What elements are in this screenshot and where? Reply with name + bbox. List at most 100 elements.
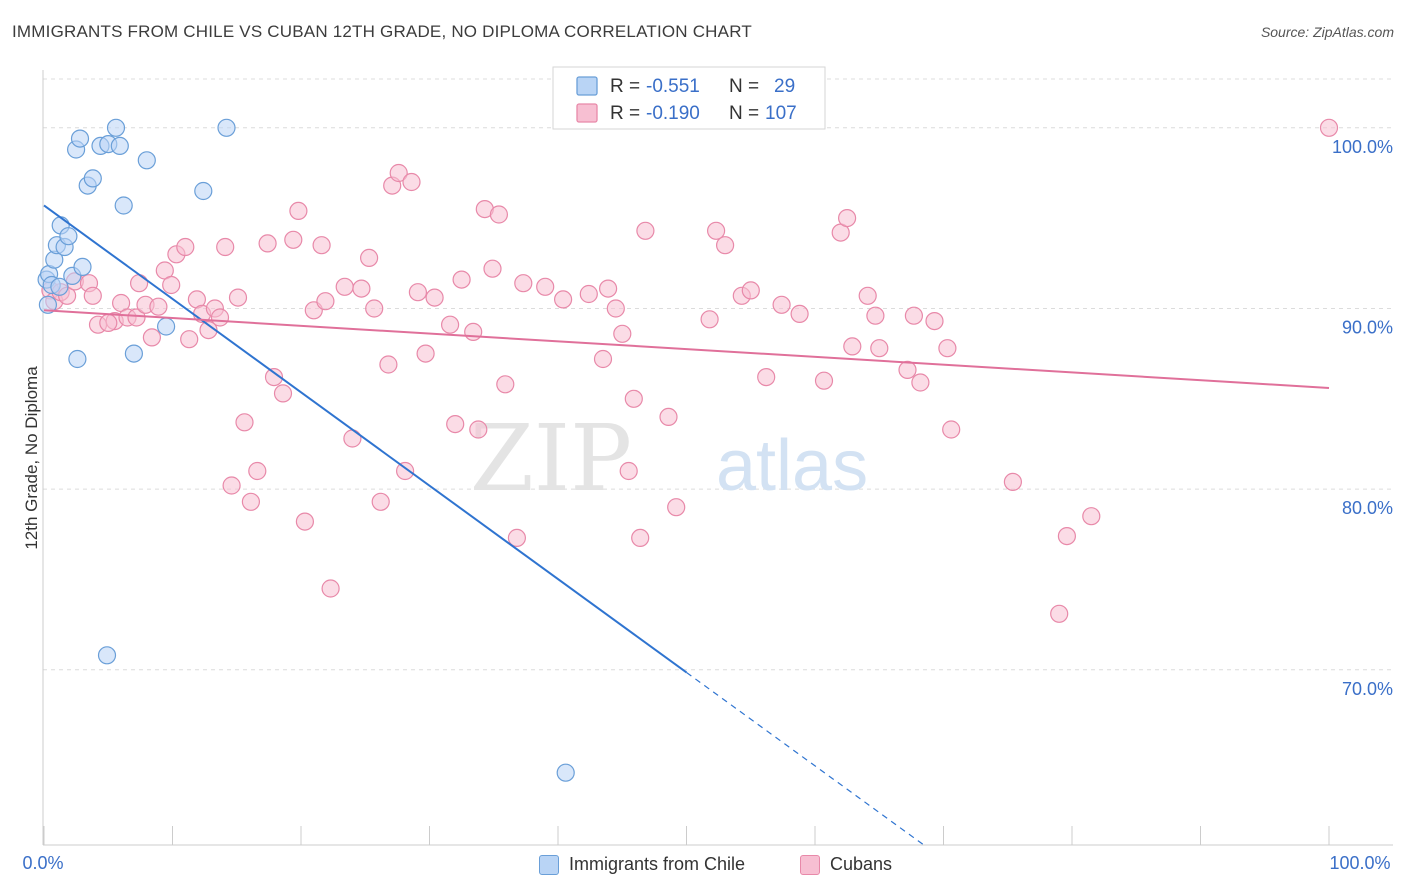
chile-point-24 bbox=[157, 317, 176, 336]
cuban-point-70 bbox=[593, 349, 613, 369]
cuban-point-69 bbox=[579, 284, 598, 304]
cuban-point-31 bbox=[248, 461, 267, 481]
cuban-point-11 bbox=[127, 308, 146, 327]
chile-point-21 bbox=[217, 118, 236, 137]
cuban-point-41 bbox=[321, 579, 340, 598]
cuban-point-85 bbox=[757, 368, 776, 387]
cuban-point-76 bbox=[631, 528, 650, 548]
cuban-point-28 bbox=[228, 288, 248, 307]
y-tick-label-70: 70.0% bbox=[1342, 679, 1393, 699]
cuban-point-6 bbox=[83, 286, 102, 305]
cuban-point-88 bbox=[814, 371, 834, 390]
cuban-point-55 bbox=[425, 288, 444, 307]
cuban-point-74 bbox=[619, 461, 638, 481]
cuban-point-66 bbox=[514, 274, 533, 293]
source-label: Source: ZipAtlas.com bbox=[1260, 24, 1394, 40]
watermark-atlas: atlas bbox=[716, 426, 868, 506]
cuban-point-14 bbox=[142, 328, 161, 347]
legend-swatch-cuban-bottom bbox=[800, 854, 820, 875]
cuban-point-91 bbox=[843, 337, 862, 356]
axes bbox=[42, 70, 1393, 846]
cuban-point-42 bbox=[335, 277, 354, 296]
legend-n-label-chile: N = bbox=[729, 76, 759, 97]
cuban-point-54 bbox=[416, 344, 435, 363]
chile-point-23 bbox=[124, 344, 143, 363]
chile-point-7 bbox=[59, 227, 78, 246]
chile-point-9 bbox=[73, 257, 92, 276]
cuban-point-17 bbox=[162, 275, 181, 295]
cuban-point-93 bbox=[866, 306, 885, 325]
chile-point-17 bbox=[110, 136, 129, 155]
legend-swatch-cuban bbox=[576, 103, 598, 123]
legend-item-chile: Immigrants from Chile bbox=[539, 854, 745, 875]
cuban-point-39 bbox=[312, 236, 331, 255]
cuban-point-72 bbox=[606, 299, 625, 318]
cuban-point-19 bbox=[176, 237, 195, 257]
legend-n-label-cuban: N = bbox=[729, 103, 759, 124]
stats-legend: R = -0.551 N = 29 R = -0.190 N = 107 bbox=[552, 66, 826, 130]
cuban-point-96 bbox=[904, 306, 924, 325]
cuban-point-57 bbox=[446, 415, 465, 434]
cuban-point-71 bbox=[598, 279, 618, 298]
cuban-point-99 bbox=[938, 339, 957, 358]
cuban-point-25 bbox=[210, 308, 230, 327]
legend-n-value-cuban: 107 bbox=[765, 103, 797, 124]
cuban-point-103 bbox=[1057, 526, 1077, 546]
cuban-point-37 bbox=[295, 512, 314, 531]
cuban-point-56 bbox=[441, 315, 460, 334]
chile-point-28 bbox=[50, 277, 69, 296]
legend-r-label-cuban: R = bbox=[610, 103, 640, 124]
cuban-point-82 bbox=[715, 236, 735, 255]
cuban-point-79 bbox=[667, 498, 686, 517]
chart-title: IMMIGRANTS FROM CHILE VS CUBAN 12TH GRAD… bbox=[12, 22, 752, 41]
y-tick-label-90: 90.0% bbox=[1342, 317, 1393, 337]
chile-point-26 bbox=[556, 763, 575, 782]
chile-points bbox=[37, 118, 575, 782]
cuban-point-27 bbox=[222, 476, 241, 495]
cuban-point-97 bbox=[911, 373, 930, 392]
cuban-point-63 bbox=[489, 205, 508, 224]
cuban-point-87 bbox=[790, 304, 809, 323]
cuban-point-104 bbox=[1082, 507, 1101, 526]
cuban-point-90 bbox=[837, 209, 857, 228]
chile-point-13 bbox=[83, 169, 102, 188]
cuban-point-92 bbox=[858, 286, 877, 305]
cuban-point-50 bbox=[389, 163, 408, 183]
cuban-point-52 bbox=[402, 172, 421, 192]
cuban-point-101 bbox=[1003, 472, 1023, 491]
y-axis-title: 12th Grade, No Diploma bbox=[22, 366, 41, 550]
cuban-point-77 bbox=[636, 221, 655, 240]
watermark-zip: ZIP bbox=[470, 405, 632, 512]
cuban-point-44 bbox=[352, 279, 371, 298]
cuban-point-12 bbox=[130, 274, 149, 293]
cuban-point-20 bbox=[180, 330, 199, 349]
cuban-point-60 bbox=[469, 420, 488, 439]
series-legend: Immigrants from Chile Cubans bbox=[0, 850, 1406, 880]
cuban-point-64 bbox=[496, 375, 515, 394]
cuban-point-80 bbox=[700, 310, 719, 329]
cuban-point-59 bbox=[464, 322, 483, 341]
cuban-point-73 bbox=[613, 324, 632, 343]
x-max-label: 100.0% bbox=[1329, 853, 1390, 873]
cuban-point-30 bbox=[241, 492, 260, 511]
cuban-point-95 bbox=[898, 360, 917, 379]
legend-r-value-chile: -0.551 bbox=[646, 76, 700, 97]
y-tick-labels: 70.0% 80.0% 90.0% 100.0% bbox=[1332, 137, 1393, 699]
chile-point-16 bbox=[106, 118, 126, 137]
chile-point-27 bbox=[38, 295, 58, 314]
cuban-point-86 bbox=[772, 295, 791, 314]
cuban-point-65 bbox=[507, 528, 527, 548]
cuban-points bbox=[41, 118, 1339, 623]
legend-n-value-chile: 29 bbox=[774, 76, 795, 97]
legend-swatch-chile-bottom bbox=[539, 854, 559, 875]
cuban-point-15 bbox=[149, 297, 168, 316]
cuban-point-84 bbox=[741, 281, 760, 300]
chile-point-18 bbox=[114, 196, 133, 215]
cuban-point-81 bbox=[706, 221, 726, 240]
legend-label-chile: Immigrants from Chile bbox=[569, 854, 746, 874]
cuban-point-48 bbox=[379, 355, 398, 374]
cuban-point-106 bbox=[99, 313, 118, 332]
chile-point-20 bbox=[194, 181, 213, 201]
chile-point-25 bbox=[97, 646, 117, 665]
